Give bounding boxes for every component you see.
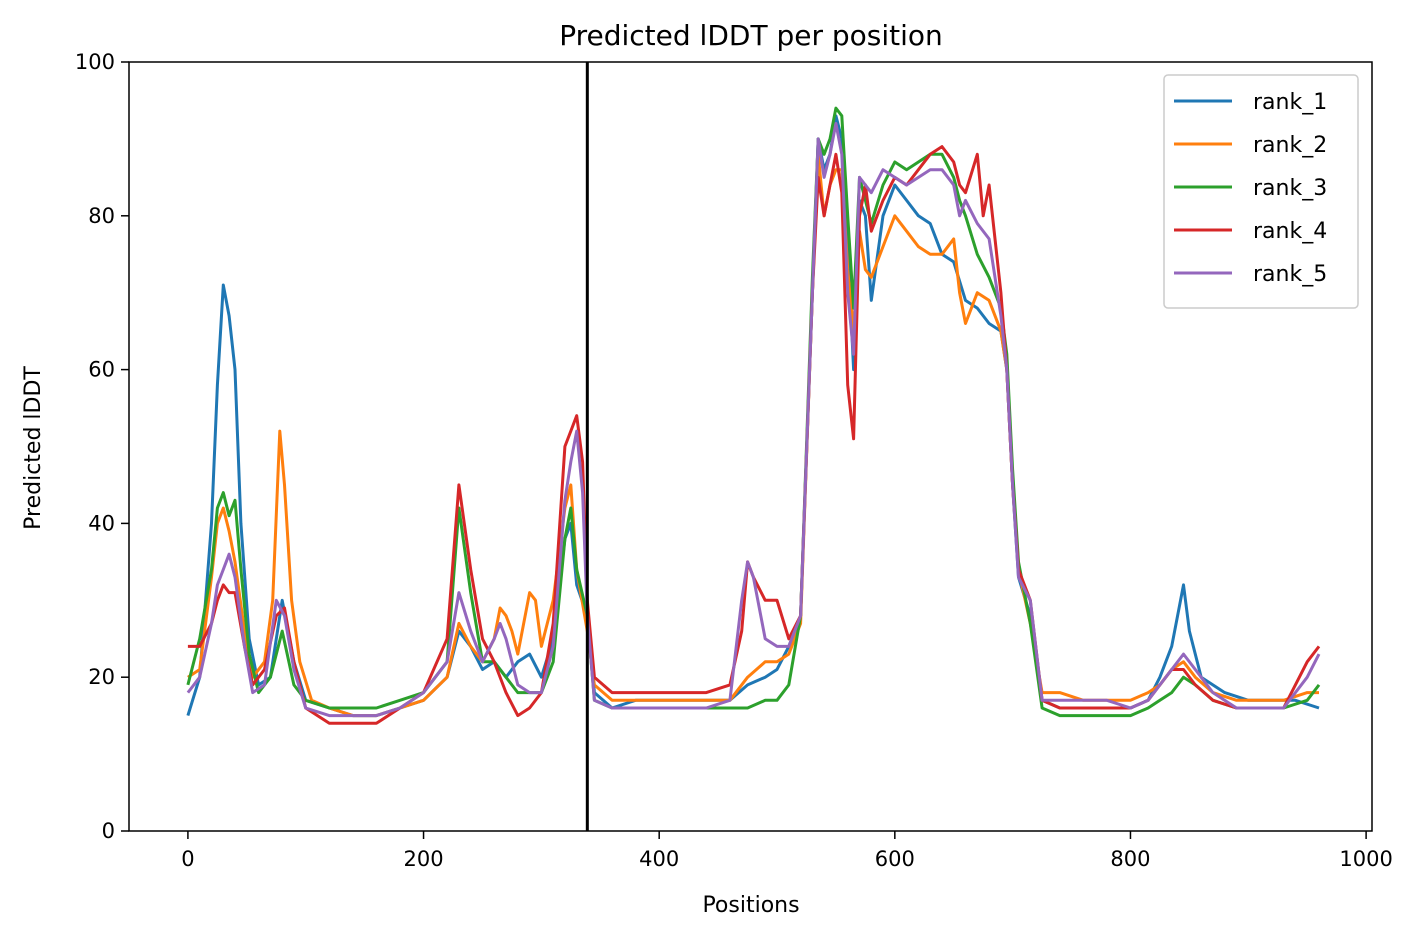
legend: rank_1 rank_2 rank_3 rank_4 rank_5 xyxy=(1163,74,1359,309)
x-axis-label: Positions xyxy=(702,893,799,918)
y-tick-label: 100 xyxy=(75,50,115,74)
x-tick-label: 600 xyxy=(875,847,915,871)
y-axis-label: Predicted lDDT xyxy=(21,366,46,530)
y-tick-label: 80 xyxy=(88,204,115,228)
legend-label-rank_5: rank_5 xyxy=(1253,262,1327,287)
y-axis-ticks: 0 20 40 60 80 100 xyxy=(75,50,129,843)
plot-area xyxy=(128,61,1373,832)
y-tick-label: 40 xyxy=(88,511,115,535)
legend-label-rank_1: rank_1 xyxy=(1253,90,1327,115)
legend-box xyxy=(1163,74,1359,309)
legend-label-rank_4: rank_4 xyxy=(1253,219,1327,244)
chart-title: Predicted lDDT per position xyxy=(559,19,943,52)
x-tick-label: 200 xyxy=(404,847,444,871)
x-tick-label: 1000 xyxy=(1339,847,1392,871)
x-tick-label: 400 xyxy=(639,847,679,871)
x-axis-ticks: 0 200 400 600 800 1000 xyxy=(181,831,1393,871)
series-line-rank_3 xyxy=(186,106,1321,718)
legend-label-rank_3: rank_3 xyxy=(1253,176,1327,201)
y-tick-label: 20 xyxy=(88,665,115,689)
legend-label-rank_2: rank_2 xyxy=(1253,133,1327,158)
y-tick-label: 60 xyxy=(88,358,115,382)
series-lines xyxy=(186,106,1321,725)
plot-frame xyxy=(128,61,1373,832)
y-tick-label: 0 xyxy=(102,819,115,843)
x-tick-label: 800 xyxy=(1110,847,1150,871)
series-line-rank_5 xyxy=(186,122,1321,718)
x-tick-label: 0 xyxy=(181,847,194,871)
